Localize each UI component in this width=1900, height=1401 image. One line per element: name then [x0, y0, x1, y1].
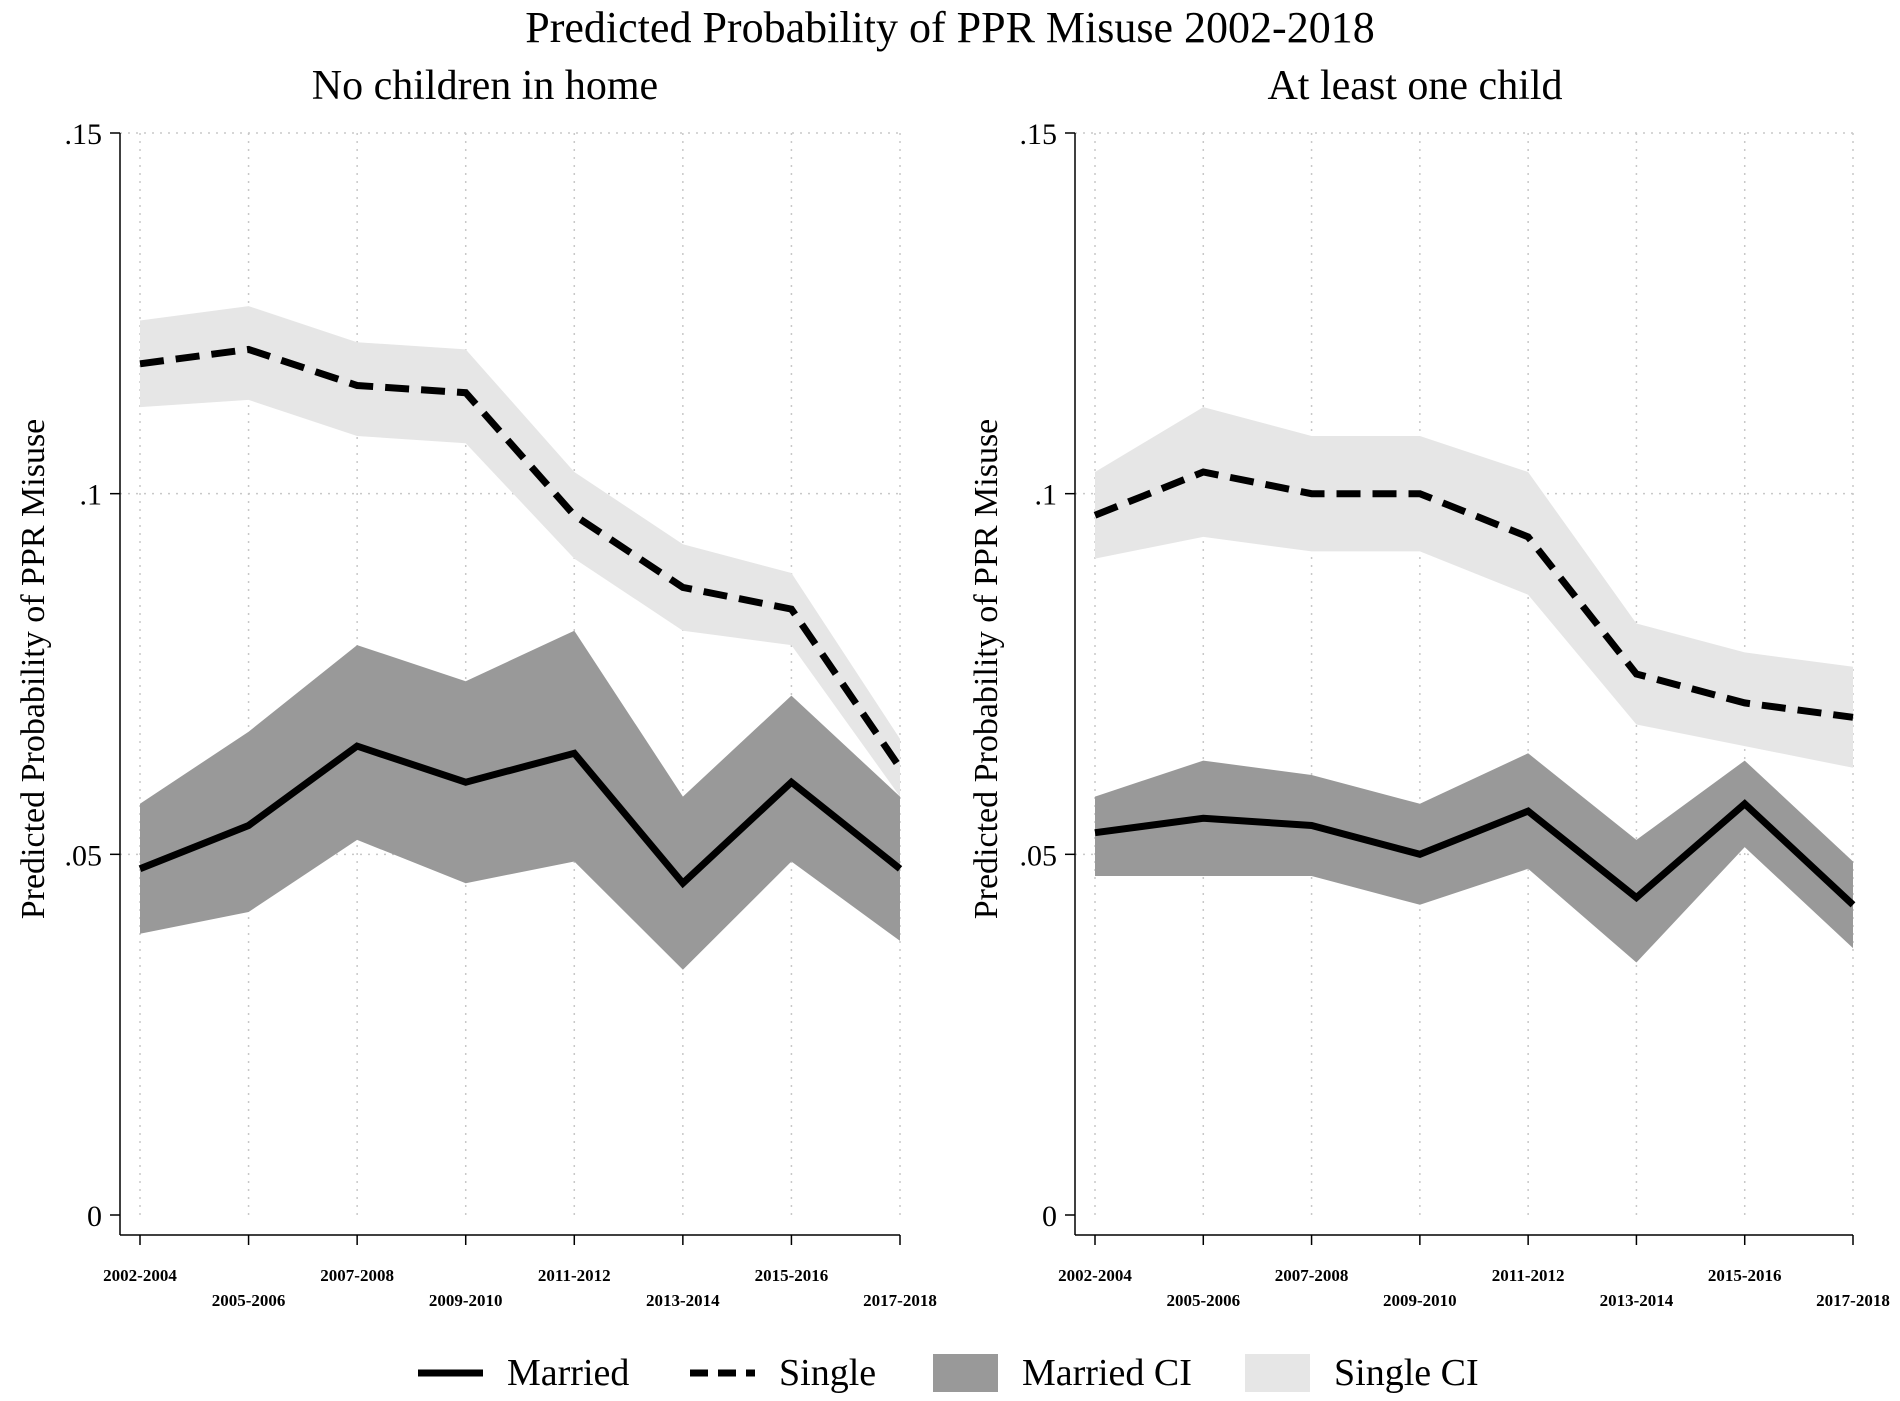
- legend-swatch-single: [690, 1369, 755, 1377]
- x-tick-label-left-5: 2013-2014: [646, 1291, 720, 1310]
- y-tick-label-left-2: .1: [80, 479, 103, 512]
- figure-title: Predicted Probability of PPR Misuse 2002…: [525, 3, 1375, 52]
- x-tick-label-right-1: 2005-2006: [1166, 1291, 1240, 1310]
- single-ci-band-right: [1095, 407, 1853, 768]
- x-tick-label-left-6: 2015-2016: [755, 1266, 829, 1285]
- x-tick-label-right-4: 2011-2012: [1492, 1266, 1565, 1285]
- legend-item-single-ci: Single CI: [1245, 1348, 1479, 1398]
- single-line-right: [1093, 468, 1854, 721]
- x-tick-label-left-4: 2011-2012: [538, 1266, 611, 1285]
- y-tick-label-right-3: .15: [1020, 118, 1058, 151]
- panel-title-one-child: At least one child: [1267, 63, 1563, 109]
- y-tick-label-right-1: .05: [1020, 839, 1058, 872]
- x-tick-label-left-7: 2017-2018: [863, 1291, 937, 1310]
- legend-label-single: Single: [779, 1352, 877, 1394]
- legend-swatch-married: [418, 1369, 483, 1377]
- legend-item-single: Single: [690, 1348, 876, 1398]
- x-tick-label-right-2: 2007-2008: [1275, 1266, 1349, 1285]
- x-tick-label-right-6: 2015-2016: [1708, 1266, 1782, 1285]
- married-ci-band-left: [140, 630, 900, 970]
- legend: Married Single Married CI Single CI: [0, 1348, 1900, 1398]
- x-tick-label-right-0: 2002-2004: [1058, 1266, 1132, 1285]
- legend-label-single-ci: Single CI: [1334, 1352, 1479, 1394]
- x-tick-label-left-0: 2002-2004: [103, 1266, 177, 1285]
- x-tick-label-left-2: 2007-2008: [320, 1266, 394, 1285]
- panel-title-no-children: No children in home: [311, 63, 659, 109]
- married-ci-band-right: [1095, 753, 1853, 963]
- y-tick-label-right-2: .1: [1035, 479, 1058, 512]
- legend-swatch-single-ci: [1245, 1354, 1310, 1392]
- y-tick-label-right-0: 0: [1042, 1200, 1057, 1233]
- y-tick-label-left-3: .15: [65, 118, 103, 151]
- married-line-left: [138, 742, 903, 889]
- chart-figure: 0 .05 .1 .15 2002-2004 2005-2006 2007-2008 2009…: [65, 118, 1890, 1310]
- legend-swatch-married-ci: [933, 1354, 998, 1392]
- legend-label-married: Married: [507, 1352, 630, 1394]
- y-tick-label-left-1: .05: [65, 839, 103, 872]
- x-tick-label-right-7: 2017-2018: [1816, 1291, 1890, 1310]
- x-tick-label-left-1: 2005-2006: [212, 1291, 286, 1310]
- x-tick-label-left-3: 2009-2010: [429, 1291, 503, 1310]
- x-tick-label-right-3: 2009-2010: [1383, 1291, 1457, 1310]
- single-line-left: [139, 345, 903, 770]
- legend-label-married-ci: Married CI: [1022, 1352, 1192, 1394]
- married-line-right: [1094, 799, 1856, 908]
- x-tick-label-right-5: 2013-2014: [1600, 1291, 1674, 1310]
- legend-item-married-ci: Married CI: [933, 1348, 1192, 1398]
- y-tick-label-left-0: 0: [87, 1200, 102, 1233]
- legend-item-married: Married: [418, 1348, 629, 1398]
